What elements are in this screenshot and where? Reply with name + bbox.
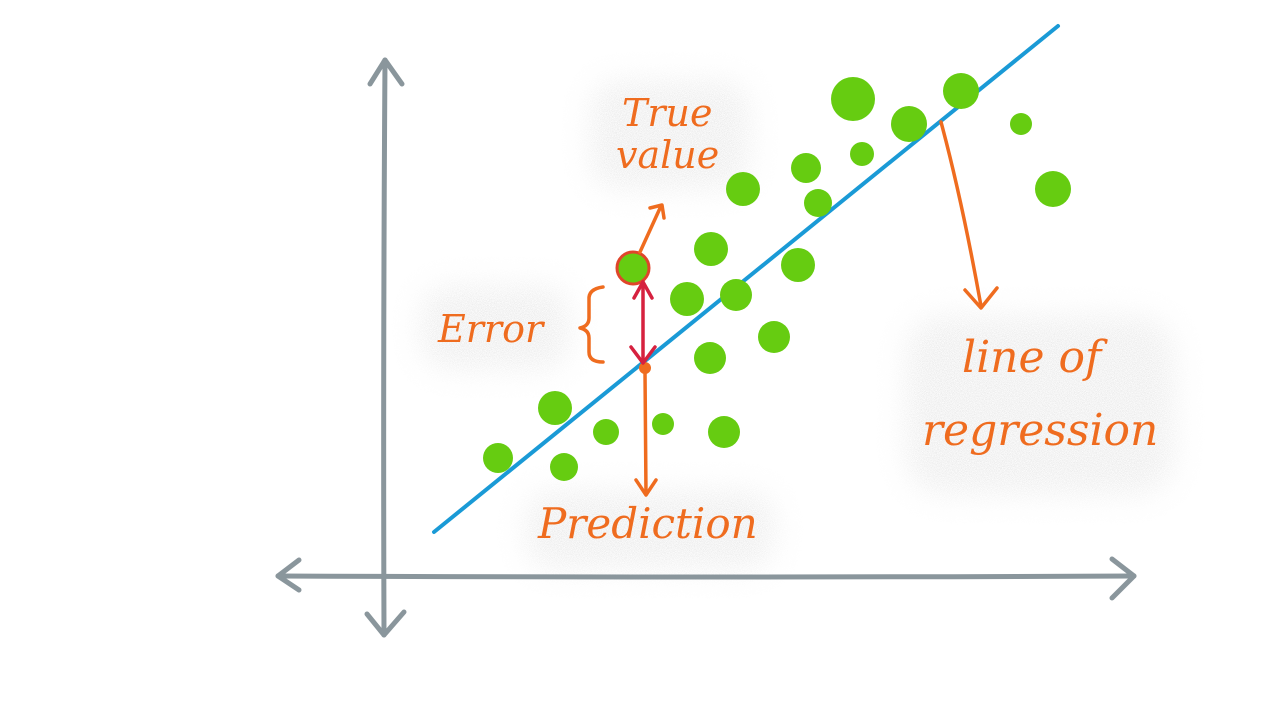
brace-icon — [578, 285, 605, 364]
line-of-regression-label-line1: line of — [962, 332, 1108, 383]
regression-line — [432, 24, 1060, 534]
y-axis-arrow-top-icon — [367, 57, 405, 87]
label-backgrounds — [420, 80, 1175, 570]
data-point — [1010, 113, 1032, 135]
data-point — [694, 232, 728, 266]
data-point — [538, 391, 572, 425]
data-point — [694, 342, 726, 374]
x-axis-arrow-right-icon — [1109, 556, 1137, 601]
axes — [275, 57, 1137, 638]
annotation-arrows — [578, 120, 999, 497]
data-point — [850, 142, 874, 166]
regression-arrow-icon — [939, 120, 983, 308]
prediction-point — [639, 362, 651, 374]
data-point — [1035, 171, 1071, 207]
prediction-label: Prediction — [537, 499, 758, 548]
data-point — [891, 106, 927, 142]
data-point — [781, 248, 815, 282]
error-label: Error — [437, 307, 546, 351]
data-point — [708, 416, 740, 448]
data-point — [550, 453, 578, 481]
true-value-point — [615, 250, 651, 286]
data-point — [758, 321, 790, 353]
x-axis — [275, 573, 1137, 580]
data-point — [720, 279, 752, 311]
data-point — [726, 172, 760, 206]
true-value-label-line2: value — [616, 133, 719, 177]
x-axis-arrow-left-icon — [275, 557, 302, 593]
data-point — [804, 189, 832, 217]
data-point — [483, 443, 513, 473]
y-axis — [381, 57, 388, 638]
data-point — [831, 77, 875, 121]
data-point — [943, 73, 979, 109]
data-point — [670, 282, 704, 316]
data-point — [791, 153, 821, 183]
line-of-regression-label-line2: regression — [922, 405, 1158, 456]
data-points — [483, 73, 1071, 481]
data-point — [593, 419, 619, 445]
y-axis-arrow-bottom-icon — [364, 609, 407, 638]
error-arrow-icon — [629, 280, 657, 365]
true-value-label-line1: True — [622, 91, 712, 135]
prediction-arrow-icon — [643, 370, 648, 496]
data-point — [652, 413, 674, 435]
true-value-arrow-icon — [638, 204, 663, 254]
